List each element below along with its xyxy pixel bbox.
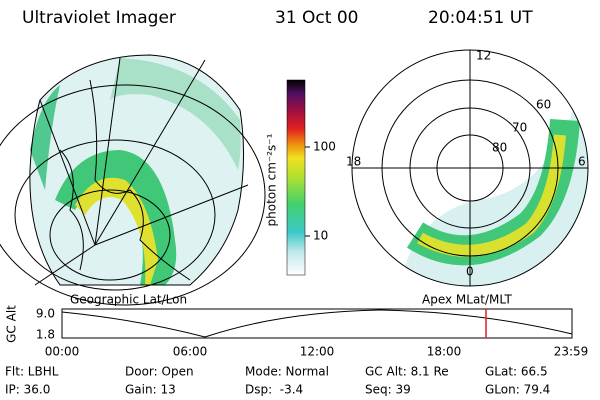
x-tick-label: 00:00	[45, 345, 80, 359]
time: 20:04:51 UT	[428, 8, 533, 28]
mlt-label: 18	[346, 155, 361, 169]
info-field: Dsp: -3.4	[245, 383, 303, 397]
x-tick-label: 23:59	[554, 345, 589, 359]
info-field: IP: 36.0	[5, 383, 50, 397]
y-tick-label: 9.0	[36, 307, 55, 321]
x-tick-label: 18:00	[427, 345, 462, 359]
info-panel: Flt: LBHL Door: Open Mode: Normal GC Alt: 8…	[5, 365, 550, 397]
info-field: Flt: LBHL	[5, 365, 59, 379]
lat-label: 60	[536, 98, 551, 112]
plot-right-title: Apex MLat/MLT	[422, 293, 512, 307]
info-field: Mode: Normal	[245, 365, 329, 379]
colorbar-tick-label: 10	[313, 229, 328, 243]
x-tick-label: 12:00	[300, 345, 335, 359]
info-field: GLat: 66.5	[485, 365, 548, 379]
mlt-label: 6	[578, 155, 586, 169]
date: 31 Oct 00	[275, 8, 358, 28]
y-tick-label: 1.8	[36, 328, 55, 342]
geographic-image	[0, 54, 266, 306]
mlt-label: 0	[466, 265, 474, 279]
colorbar-label: photon cm⁻²s⁻¹	[265, 133, 279, 226]
lat-label: 80	[492, 141, 507, 155]
mlt-label: 12	[476, 49, 491, 63]
info-field: Seq: 39	[365, 383, 411, 397]
colorbar-tick-label: 100	[313, 140, 336, 154]
altitude-curve	[61, 309, 573, 338]
info-field: GLon: 79.4	[485, 383, 550, 397]
lat-label: 70	[512, 121, 527, 135]
y-axis-label: GC Alt	[5, 305, 19, 343]
plot-frame	[61, 308, 573, 339]
polar-image	[351, 49, 589, 287]
instrument-title: Ultraviolet Imager	[22, 8, 176, 28]
info-field: Gain: 13	[125, 383, 176, 397]
plot-left-title: Geographic Lat/Lon	[70, 293, 187, 307]
colorbar	[286, 79, 306, 276]
info-field: GC Alt: 8.1 Re	[365, 365, 449, 379]
info-field: Door: Open	[125, 365, 194, 379]
x-tick-label: 06:00	[173, 345, 208, 359]
